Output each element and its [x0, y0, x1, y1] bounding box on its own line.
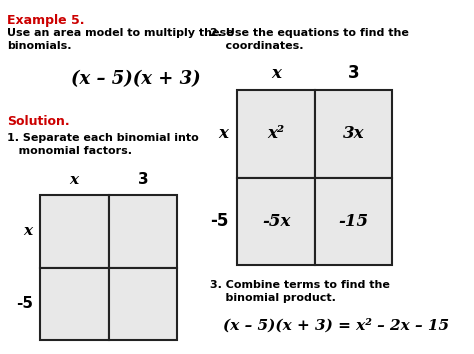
Bar — [315, 90, 392, 177]
Text: -5: -5 — [16, 296, 33, 311]
Text: Use an area model to multiply these
binomials.: Use an area model to multiply these bino… — [7, 28, 234, 51]
Text: Example 5.: Example 5. — [7, 14, 84, 27]
Text: 3: 3 — [137, 172, 148, 187]
Bar — [109, 195, 177, 268]
Text: x: x — [271, 65, 281, 82]
Bar — [237, 177, 315, 265]
Text: (x – 5)(x + 3): (x – 5)(x + 3) — [71, 70, 201, 88]
Text: (x – 5)(x + 3) = x² – 2x – 15: (x – 5)(x + 3) = x² – 2x – 15 — [223, 318, 449, 332]
Text: 1. Separate each binomial into
   monomial factors.: 1. Separate each binomial into monomial … — [7, 133, 199, 156]
Text: 2. Use the equations to find the
    coordinates.: 2. Use the equations to find the coordin… — [210, 28, 409, 51]
Bar — [315, 177, 392, 265]
Text: -5x: -5x — [262, 213, 291, 230]
Text: 3x: 3x — [343, 125, 365, 142]
Text: x: x — [70, 173, 79, 187]
Bar — [109, 268, 177, 340]
Bar — [237, 90, 315, 177]
Bar — [40, 268, 109, 340]
Text: -15: -15 — [338, 213, 369, 230]
Text: 3: 3 — [348, 64, 359, 82]
Text: x: x — [219, 125, 228, 142]
Text: x: x — [24, 224, 33, 238]
Text: x²: x² — [268, 125, 285, 142]
Bar — [40, 195, 109, 268]
Text: -5: -5 — [210, 212, 228, 230]
Text: Solution.: Solution. — [7, 115, 70, 128]
Text: 3. Combine terms to find the
    binomial product.: 3. Combine terms to find the binomial pr… — [210, 280, 390, 303]
